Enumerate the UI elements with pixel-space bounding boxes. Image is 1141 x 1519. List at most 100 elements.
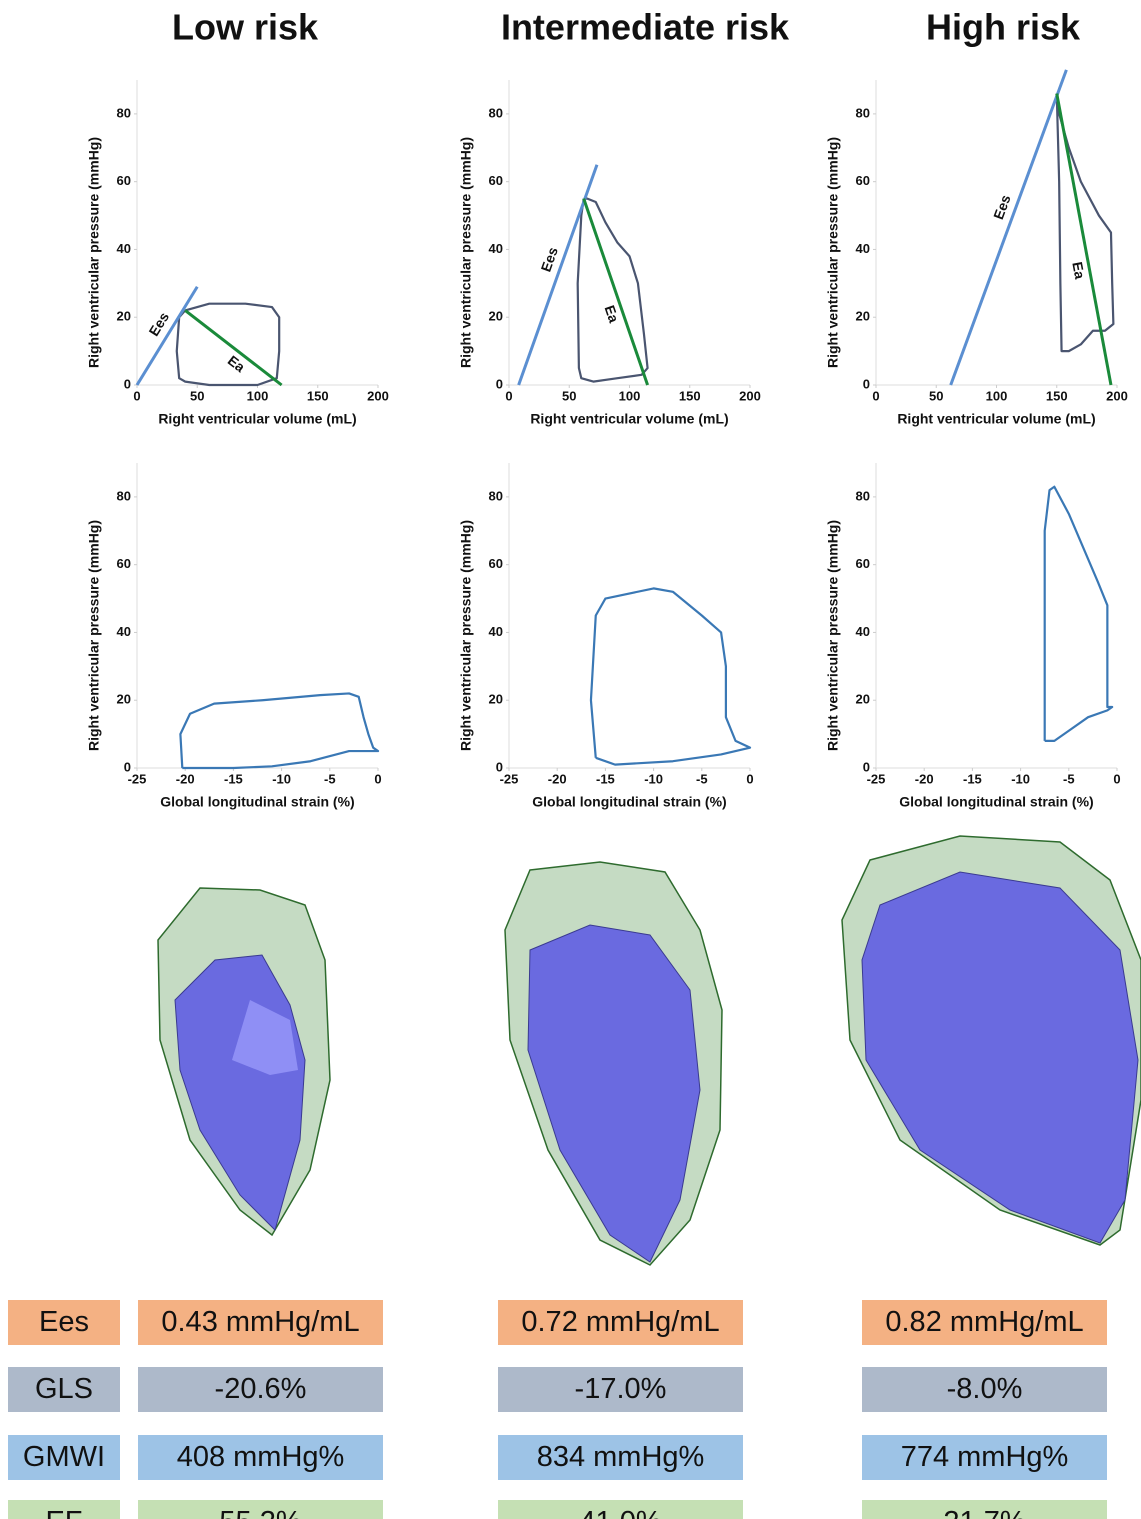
y-tick-label: 0 — [124, 376, 131, 391]
x-tick-label: -15 — [596, 771, 615, 786]
y-tick-label: 40 — [489, 624, 503, 639]
ratio-line — [185, 310, 281, 385]
y-tick-label: 60 — [117, 556, 131, 571]
line-label: Ees — [537, 245, 560, 274]
cell-value: 0.43 mmHg/mL — [161, 1306, 359, 1338]
y-tick-label: 20 — [856, 309, 870, 324]
x-tick-label: 0 — [374, 771, 381, 786]
cell-value: -17.0% — [575, 1373, 667, 1405]
x-tick-label: -20 — [176, 771, 195, 786]
line-label: Ees — [990, 192, 1014, 221]
x-axis-label: Global longitudinal strain (%) — [532, 794, 726, 810]
x-tick-label: 100 — [247, 388, 269, 403]
x-axis-label: Right ventricular volume (mL) — [158, 411, 356, 427]
y-tick-label: 80 — [856, 488, 870, 503]
cell-value: 0.82 mmHg/mL — [885, 1306, 1083, 1338]
y-tick-label: 80 — [856, 105, 870, 120]
x-tick-label: 200 — [1106, 388, 1128, 403]
x-tick-label: 150 — [307, 388, 329, 403]
y-tick-label: 0 — [863, 376, 870, 391]
y-tick-label: 60 — [856, 173, 870, 188]
y-tick-label: 80 — [117, 488, 131, 503]
x-tick-label: -5 — [696, 771, 708, 786]
cell-value: -20.6% — [215, 1373, 307, 1405]
loop — [1045, 487, 1112, 741]
x-tick-label: -5 — [1063, 771, 1075, 786]
y-tick-label: 80 — [117, 105, 131, 120]
x-tick-label: -15 — [224, 771, 243, 786]
x-tick-label: -10 — [644, 771, 663, 786]
y-axis-label: Right ventricular pressure (mmHg) — [86, 520, 102, 751]
cell-value: 774 mmHg% — [901, 1441, 1069, 1473]
cell-value: 834 mmHg% — [537, 1441, 705, 1473]
ratio-line — [137, 287, 197, 385]
y-axis-label: Right ventricular pressure (mmHg) — [458, 520, 474, 751]
x-tick-label: -10 — [272, 771, 291, 786]
y-tick-label: 20 — [117, 309, 131, 324]
row-label: GMWI — [23, 1441, 105, 1473]
y-tick-label: 60 — [117, 173, 131, 188]
y-tick-label: 20 — [489, 309, 503, 324]
mesh-intermediate — [505, 862, 722, 1265]
y-tick-label: 40 — [856, 624, 870, 639]
column-title: High risk — [926, 7, 1081, 48]
line-label: Ea — [1069, 260, 1088, 280]
x-tick-label: -20 — [548, 771, 567, 786]
y-tick-label: 40 — [856, 241, 870, 256]
x-tick-label: 150 — [1046, 388, 1068, 403]
y-axis-label: Right ventricular pressure (mmHg) — [825, 520, 841, 751]
ratio-line — [519, 165, 597, 385]
loop — [591, 588, 750, 764]
cell-value: -8.0% — [947, 1373, 1023, 1405]
mesh-high — [842, 836, 1141, 1245]
x-tick-label: -15 — [963, 771, 982, 786]
y-tick-label: 40 — [117, 624, 131, 639]
cell-value: 21.7% — [943, 1506, 1025, 1519]
mesh-low — [158, 888, 330, 1235]
y-tick-label: 80 — [489, 488, 503, 503]
x-tick-label: -5 — [324, 771, 336, 786]
x-tick-label: 0 — [505, 388, 512, 403]
loop — [180, 693, 378, 768]
cell-value: 408 mmHg% — [177, 1441, 345, 1473]
x-tick-label: 100 — [986, 388, 1008, 403]
x-tick-label: 0 — [133, 388, 140, 403]
row-label: Ees — [39, 1306, 89, 1338]
x-tick-label: -25 — [500, 771, 519, 786]
x-axis-label: Global longitudinal strain (%) — [160, 794, 354, 810]
y-tick-label: 60 — [489, 173, 503, 188]
y-tick-label: 0 — [496, 376, 503, 391]
x-tick-label: 0 — [746, 771, 753, 786]
cell-value: 0.72 mmHg/mL — [521, 1306, 719, 1338]
x-axis-label: Right ventricular volume (mL) — [530, 411, 728, 427]
x-tick-label: -10 — [1011, 771, 1030, 786]
x-tick-label: 0 — [1113, 771, 1120, 786]
y-axis-label: Right ventricular pressure (mmHg) — [458, 137, 474, 368]
y-tick-label: 60 — [489, 556, 503, 571]
y-axis-label: Right ventricular pressure (mmHg) — [86, 137, 102, 368]
x-axis-label: Right ventricular volume (mL) — [897, 411, 1095, 427]
figure: Low risk Intermediate risk High risk 0 20… — [0, 0, 1141, 1519]
column-title: Low risk — [172, 7, 319, 48]
row-label: GLS — [35, 1373, 93, 1405]
column-title: Intermediate risk — [501, 7, 790, 48]
x-tick-label: 200 — [367, 388, 389, 403]
x-tick-label: -20 — [915, 771, 934, 786]
x-tick-label: 100 — [619, 388, 641, 403]
y-tick-label: 60 — [856, 556, 870, 571]
y-tick-label: 80 — [489, 105, 503, 120]
row-label: EF — [45, 1506, 82, 1519]
x-tick-label: 50 — [929, 388, 943, 403]
x-tick-label: 200 — [739, 388, 761, 403]
y-tick-label: 20 — [489, 692, 503, 707]
x-tick-label: 150 — [679, 388, 701, 403]
y-tick-label: 20 — [856, 692, 870, 707]
y-tick-label: 40 — [489, 241, 503, 256]
y-tick-label: 20 — [117, 692, 131, 707]
x-tick-label: 0 — [872, 388, 879, 403]
cell-value: 41.0% — [579, 1506, 661, 1519]
x-tick-label: 50 — [562, 388, 576, 403]
x-axis-label: Global longitudinal strain (%) — [899, 794, 1093, 810]
ratio-line — [951, 70, 1067, 385]
cell-value: 55.2% — [219, 1506, 301, 1519]
